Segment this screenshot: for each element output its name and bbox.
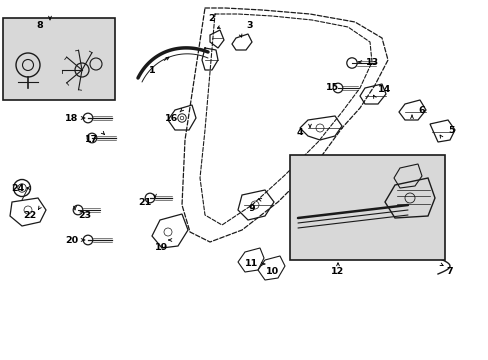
FancyBboxPatch shape	[3, 18, 115, 100]
Text: 23: 23	[78, 211, 91, 220]
Text: 3: 3	[246, 21, 253, 30]
FancyBboxPatch shape	[289, 155, 444, 260]
Text: 24: 24	[11, 184, 24, 193]
Text: 5: 5	[448, 126, 454, 135]
Text: 13: 13	[365, 58, 378, 67]
Text: 4: 4	[296, 127, 303, 136]
Text: 20: 20	[65, 235, 79, 244]
Text: 12: 12	[331, 267, 344, 276]
Text: 11: 11	[245, 260, 258, 269]
Text: 9: 9	[248, 203, 255, 212]
Text: 19: 19	[155, 243, 168, 252]
Text: 18: 18	[65, 113, 79, 122]
Text: 22: 22	[23, 211, 37, 220]
Text: 15: 15	[325, 84, 338, 93]
Text: 1: 1	[148, 66, 155, 75]
Text: 14: 14	[378, 85, 391, 94]
Text: 6: 6	[418, 105, 425, 114]
Text: 7: 7	[446, 267, 452, 276]
Text: 10: 10	[265, 267, 278, 276]
Text: 21: 21	[138, 198, 151, 207]
Text: 2: 2	[208, 14, 215, 23]
Text: 17: 17	[85, 135, 99, 144]
Text: 8: 8	[37, 21, 43, 30]
Text: 16: 16	[165, 113, 178, 122]
